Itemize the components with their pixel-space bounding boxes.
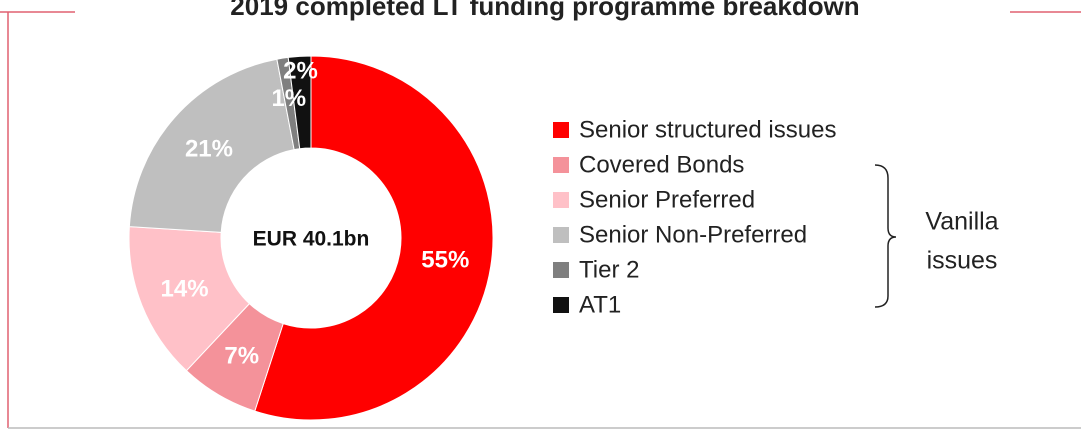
legend-swatch: [553, 192, 569, 208]
legend-label: Senior Non-Preferred: [579, 221, 807, 248]
donut-segment: [287, 55, 312, 150]
legend-swatch: [553, 297, 569, 313]
donut-segment: [128, 58, 295, 233]
legend-label: Tier 2: [579, 256, 639, 283]
data-label: 14%: [161, 275, 209, 302]
legend-label: Senior structured issues: [579, 116, 836, 143]
chart-title: 2019 completed LT funding programme brea…: [230, 0, 859, 21]
center-label: EUR 40.1bn: [253, 228, 370, 251]
legend-label: Senior Preferred: [579, 186, 755, 213]
legend-swatch: [553, 122, 569, 138]
bracket: [874, 164, 897, 308]
donut-segment: [254, 55, 494, 421]
legend-label: Covered Bonds: [579, 151, 744, 178]
legend-swatch: [553, 262, 569, 278]
data-label: 21%: [185, 135, 233, 162]
annotation: Vanilla: [925, 208, 998, 236]
legend-swatch: [553, 227, 569, 243]
data-label: 7%: [224, 342, 259, 369]
legend-label: AT1: [579, 291, 621, 318]
data-label: 55%: [421, 247, 469, 274]
annotation: issues: [927, 247, 998, 275]
data-label: 1%: [271, 85, 306, 112]
legend-swatch: [553, 157, 569, 173]
data-label: 2%: [283, 58, 318, 85]
